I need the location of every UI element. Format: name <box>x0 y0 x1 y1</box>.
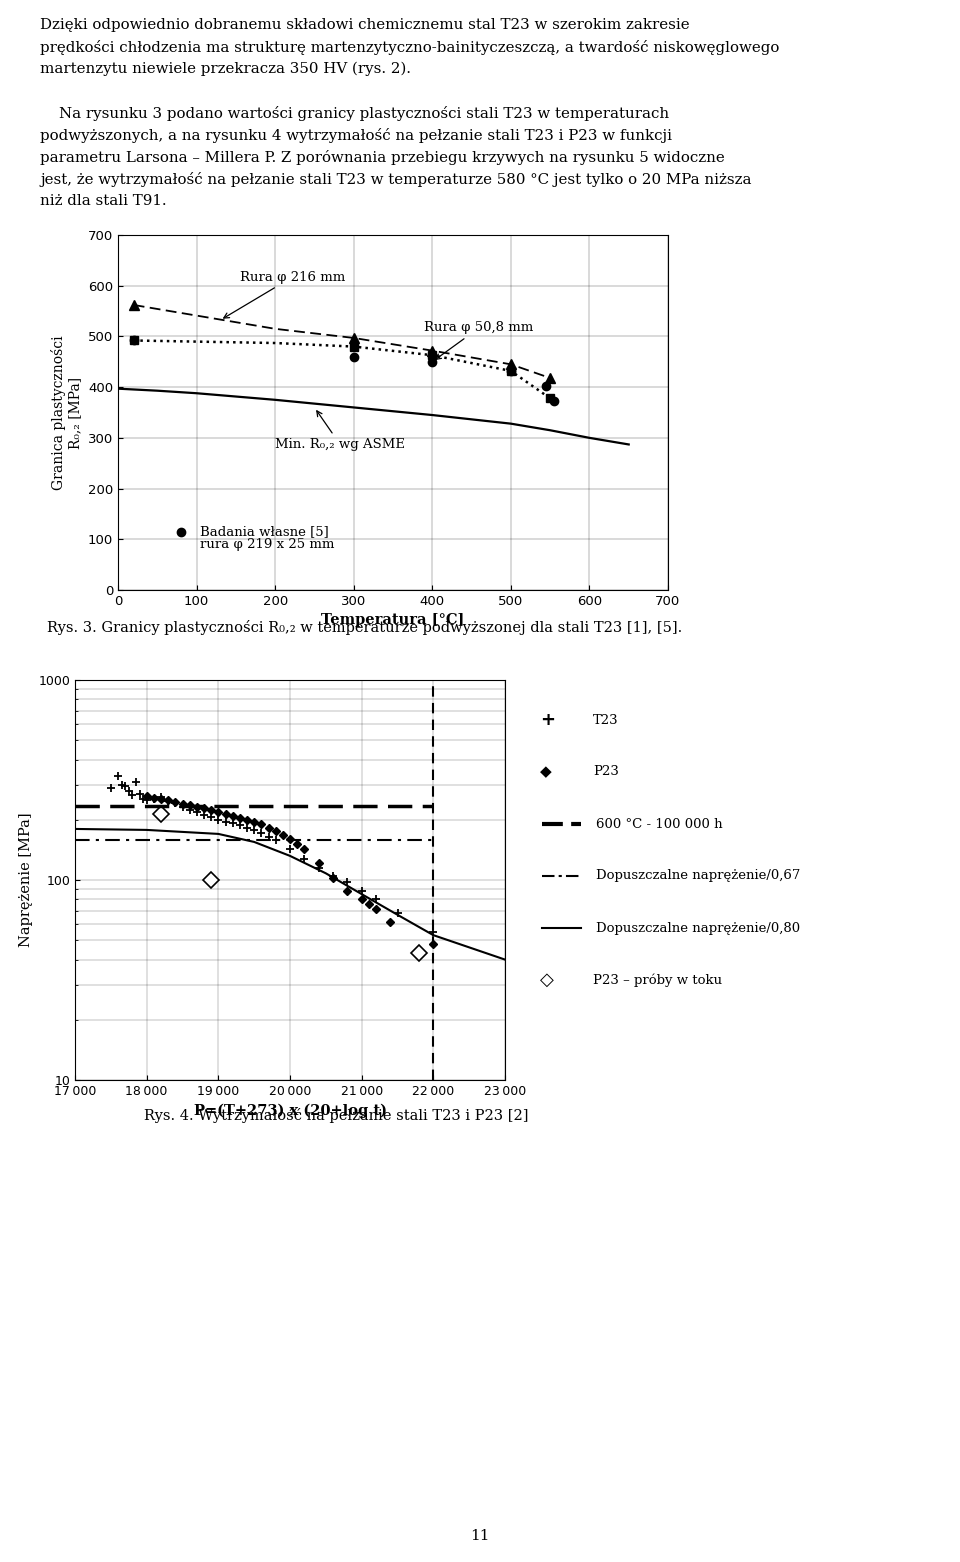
Text: rura φ 219 x 25 mm: rura φ 219 x 25 mm <box>201 537 335 551</box>
Text: Rura φ 50,8 mm: Rura φ 50,8 mm <box>424 322 534 359</box>
Text: Dopuszczalne naprężenie/0,67: Dopuszczalne naprężenie/0,67 <box>595 870 800 883</box>
Text: jest, że wytrzymałość na pełzanie stali T23 w temperaturze 580 °C jest tylko o 2: jest, że wytrzymałość na pełzanie stali … <box>40 172 752 187</box>
Text: Rura φ 216 mm: Rura φ 216 mm <box>224 270 345 319</box>
Text: P23 – próby w toku: P23 – próby w toku <box>593 973 722 987</box>
Y-axis label: Naprężenie [MPa]: Naprężenie [MPa] <box>18 812 33 947</box>
Text: niż dla stali T91.: niż dla stali T91. <box>40 194 167 208</box>
Text: Dopuszczalne naprężenie/0,80: Dopuszczalne naprężenie/0,80 <box>595 922 800 934</box>
Text: ◇: ◇ <box>540 972 554 989</box>
Text: podwyższonych, a na rysunku 4 wytrzymałość na pełzanie stali T23 i P23 w funkcji: podwyższonych, a na rysunku 4 wytrzymało… <box>40 128 672 144</box>
Y-axis label: Granica plastyczności
R₀,₂ [MPa]: Granica plastyczności R₀,₂ [MPa] <box>51 336 83 490</box>
Text: Dzięki odpowiednio dobranemu składowi chemicznemu stal T23 w szerokim zakresie: Dzięki odpowiednio dobranemu składowi ch… <box>40 19 690 31</box>
Text: martenzytu niewiele przekracza 350 HV (rys. 2).: martenzytu niewiele przekracza 350 HV (r… <box>40 62 411 77</box>
X-axis label: P=(T+273) x (20+log t): P=(T+273) x (20+log t) <box>194 1103 387 1118</box>
Text: Min. R₀,₂ wg ASME: Min. R₀,₂ wg ASME <box>276 411 405 451</box>
Text: 600 °C - 100 000 h: 600 °C - 100 000 h <box>595 817 722 831</box>
Text: T23: T23 <box>593 714 618 726</box>
X-axis label: Temperatura [°C]: Temperatura [°C] <box>322 614 465 628</box>
Text: Rys. 4. Wytrzymałość na pełzanie stali T23 i P23 [2]: Rys. 4. Wytrzymałość na pełzanie stali T… <box>144 1107 528 1123</box>
Text: prędkości chłodzenia ma strukturę martenzytyczno-bainityczeszczą, a twardość nis: prędkości chłodzenia ma strukturę marten… <box>40 41 780 55</box>
Text: Na rysunku 3 podano wartości granicy plastyczności stali T23 w temperaturach: Na rysunku 3 podano wartości granicy pla… <box>40 106 669 120</box>
Text: Rys. 3. Granicy plastyczności R₀,₂ w temperaturze podwyższonej dla stali T23 [1]: Rys. 3. Granicy plastyczności R₀,₂ w tem… <box>47 620 683 636</box>
Text: +: + <box>540 711 555 729</box>
Text: parametru Larsona – Millera P. Z porównania przebiegu krzywych na rysunku 5 wido: parametru Larsona – Millera P. Z porówna… <box>40 150 725 166</box>
Text: Badania własne [5]: Badania własne [5] <box>201 525 329 539</box>
Text: 11: 11 <box>470 1529 490 1543</box>
Text: P23: P23 <box>593 765 618 778</box>
Text: ◆: ◆ <box>540 764 552 779</box>
